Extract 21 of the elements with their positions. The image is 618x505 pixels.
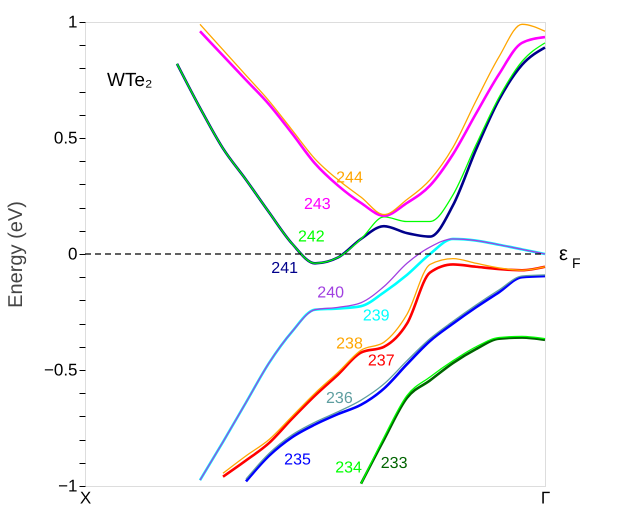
y-tick-label: −1	[58, 476, 78, 496]
series-label: 242	[298, 228, 325, 246]
series-label: 236	[326, 390, 353, 407]
series-label: 233	[380, 454, 408, 472]
series-label: 241	[271, 260, 298, 277]
series-label: 243	[304, 196, 331, 214]
y-tick-label: 1	[68, 12, 78, 32]
x-tick-label: X	[80, 488, 92, 505]
y-tick-label: 0.5	[54, 128, 78, 148]
series-label: 235	[284, 451, 311, 468]
series-label: 234	[335, 459, 362, 476]
annotation: WTe₂	[107, 70, 152, 91]
y-tick-label: 0	[68, 244, 78, 264]
series-label: 239	[362, 307, 390, 324]
series-label: 237	[368, 352, 395, 370]
y-axis-title: Energy (eV)	[4, 201, 27, 308]
y-tick-label: −0.5	[44, 360, 78, 380]
series-label: 244	[336, 169, 363, 186]
x-tick-label: Γ	[540, 488, 550, 505]
series-label: 240	[317, 284, 344, 302]
series-label: 238	[336, 335, 363, 352]
